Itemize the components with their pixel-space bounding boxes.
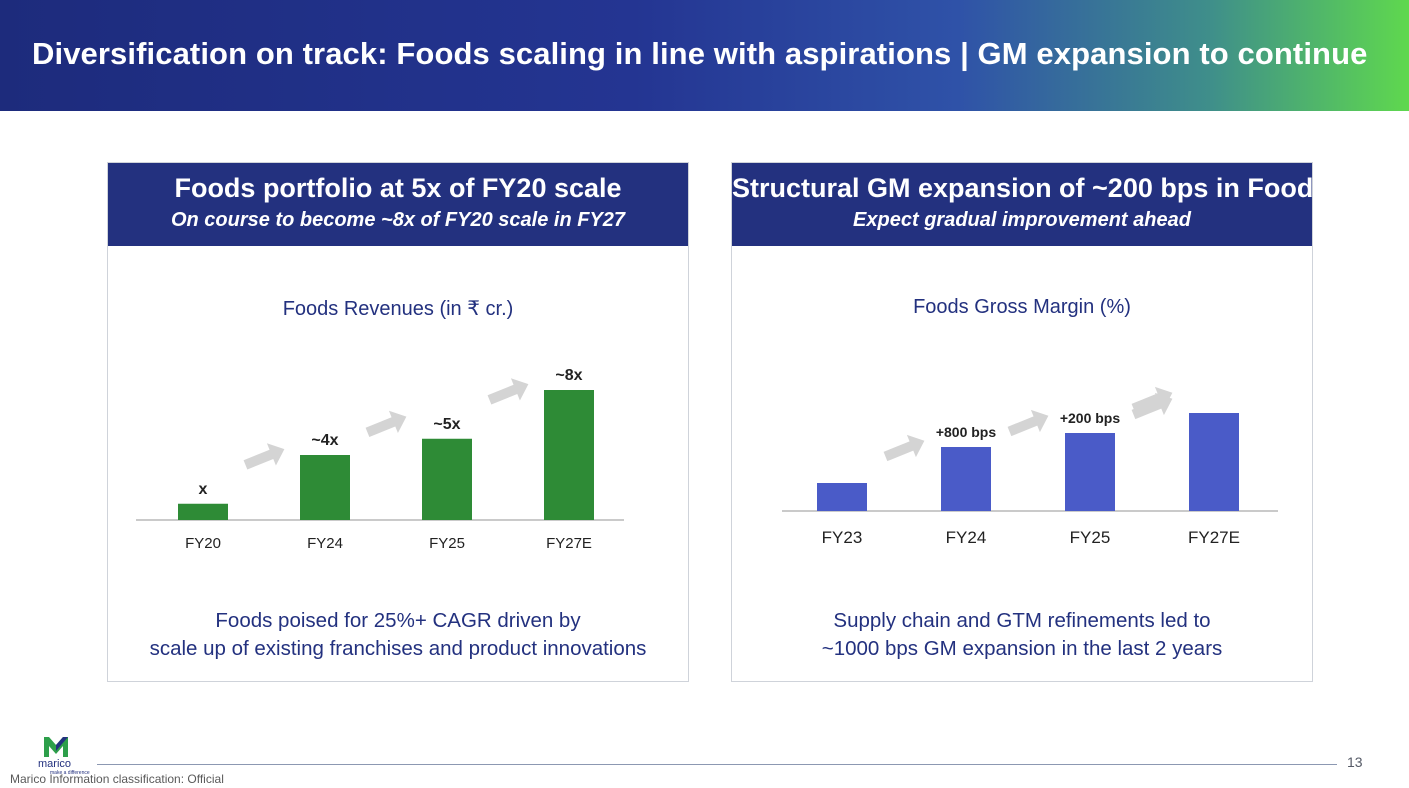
panel-header: Structural GM expansion of ~200 bps in F… — [732, 163, 1329, 246]
bar-fy27e — [544, 390, 594, 520]
growth-arrow-icon — [883, 434, 925, 462]
growth-arrow-icon — [487, 378, 529, 405]
footnote-line: Supply chain and GTM refinements led to — [833, 609, 1211, 632]
footnote-line: scale up of existing franchises and prod… — [149, 637, 647, 660]
footnote-line: Foods poised for 25%+ CAGR driven by — [215, 609, 581, 632]
bar-fy20 — [178, 503, 228, 520]
footer-divider — [97, 764, 1337, 765]
bar-fy23 — [817, 483, 867, 511]
chart-title: Foods Revenues (in ₹ cr.) — [282, 298, 514, 320]
panel-footnote: Foods poised for 25%+ CAGR driven by sca… — [108, 607, 688, 663]
bar-fy24 — [941, 447, 991, 511]
foods-revenue-panel: Foods portfolio at 5x of FY20 scale On c… — [107, 162, 689, 682]
data-label: ~4x — [311, 432, 338, 449]
growth-arrow-icon — [365, 410, 407, 438]
panel-heading: Foods portfolio at 5x of FY20 scale — [174, 173, 622, 203]
panel-footnote: Supply chain and GTM refinements led to … — [732, 607, 1312, 663]
data-label: +800 bps — [936, 424, 997, 440]
category-label: FY27E — [1188, 528, 1240, 547]
category-label: FY24 — [946, 528, 987, 547]
panel-heading: Structural GM expansion of ~200 bps in F… — [732, 173, 1329, 203]
category-label: FY25 — [1070, 528, 1111, 547]
chart-title: Foods Gross Margin (%) — [913, 296, 1131, 318]
gross-margin-chart: FY23 FY24 +800 bps FY25 +200 bps FY27E — [782, 386, 1278, 547]
data-label: x — [199, 481, 208, 498]
data-label: ~8x — [555, 367, 582, 384]
data-label: +200 bps — [1060, 410, 1121, 426]
panel-subheading: Expect gradual improvement ahead — [853, 209, 1191, 231]
growth-arrow-icon — [243, 443, 285, 470]
category-label: FY20 — [185, 535, 221, 552]
bar-fy25 — [1065, 433, 1115, 511]
gross-margin-panel: Structural GM expansion of ~200 bps in F… — [731, 162, 1329, 682]
data-label: ~5x — [433, 416, 460, 433]
footnote-line: ~1000 bps GM expansion in the last 2 yea… — [821, 637, 1223, 660]
slide-title: Diversification on track: Foods scaling … — [32, 36, 1368, 71]
growth-arrow-icon — [1007, 409, 1049, 437]
category-label: FY27E — [546, 535, 592, 552]
category-label: FY23 — [822, 528, 863, 547]
marico-logo — [44, 737, 68, 757]
bar-fy25 — [422, 438, 472, 520]
panel-header: Foods portfolio at 5x of FY20 scale On c… — [108, 163, 688, 246]
category-label: FY24 — [307, 535, 343, 552]
foods-revenue-chart: FY20 x FY24 ~4x FY25 ~5x FY27E ~8x — [136, 367, 624, 552]
classification-label: Marico Information classification: Offic… — [10, 772, 224, 786]
title-banner: Diversification on track: Foods scaling … — [0, 0, 1409, 111]
bar-fy27e — [1189, 413, 1239, 511]
category-label: FY25 — [429, 535, 465, 552]
panel-subheading: On course to become ~8x of FY20 scale in… — [170, 209, 626, 231]
bar-fy24 — [300, 455, 350, 520]
growth-arrow-icon — [1131, 386, 1173, 414]
logo-wordmark: marico — [38, 758, 72, 770]
logo-tagline: make a difference — [50, 770, 90, 776]
page-number: 13 — [1347, 754, 1363, 770]
